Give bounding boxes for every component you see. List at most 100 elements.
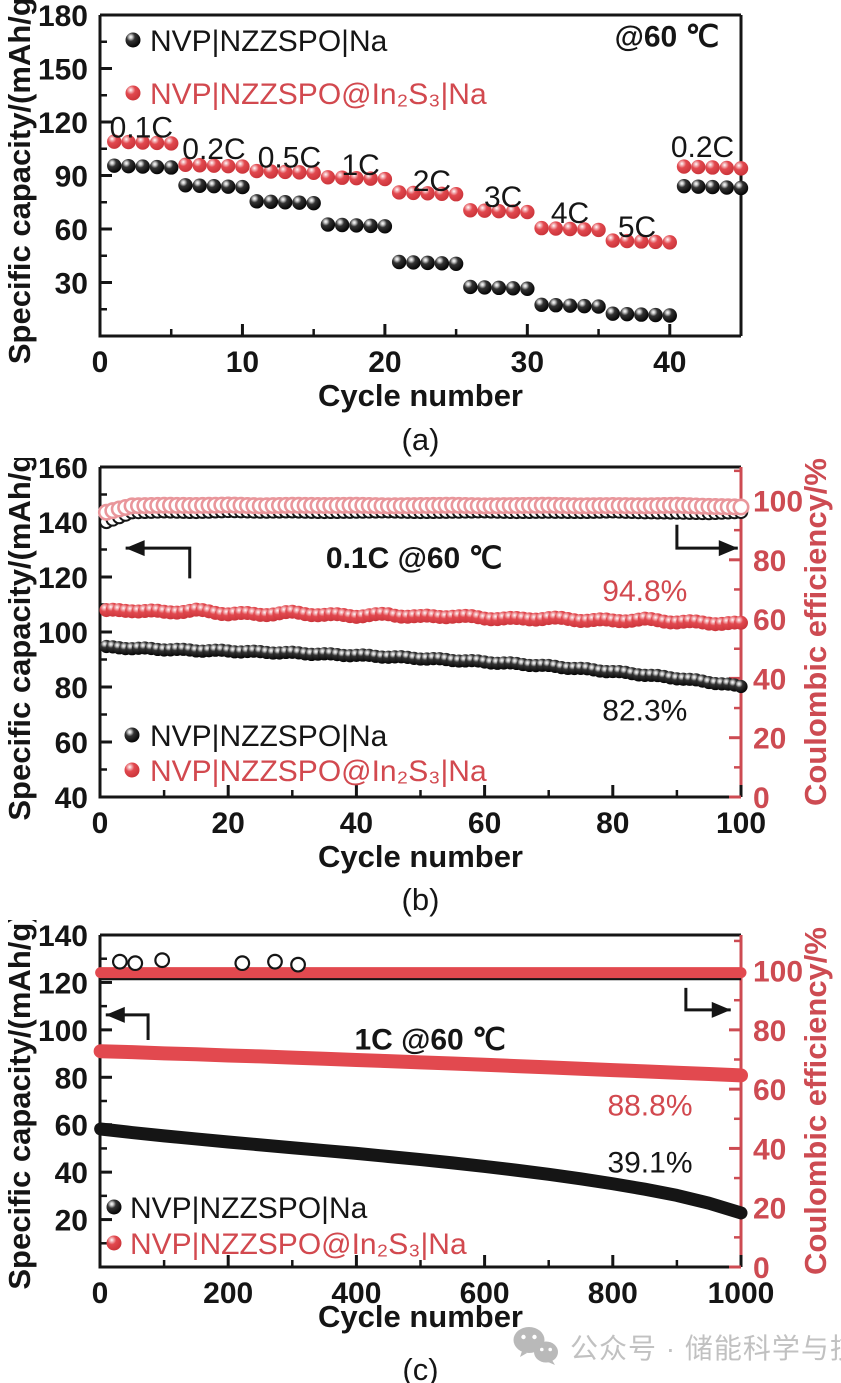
- y-axis-title: Specific capacity/(mAh/g): [2, 920, 37, 1290]
- x-tick-label: 0: [92, 807, 109, 840]
- rate-label: 0.5C: [258, 142, 321, 175]
- y2-tick-label: 20: [753, 1193, 786, 1226]
- panel-letter: (a): [402, 422, 440, 457]
- x-tick-label: 600: [460, 1277, 510, 1310]
- panel-c-cycling-1c: 0 200 400 600 800 1000 20 40 60 80 100 120 140 0 20 40 6…: [0, 912, 841, 1383]
- legend-label-red: NVP|NZZSPO@In₂S₃|Na: [150, 755, 487, 788]
- y-tick-label: 120: [38, 562, 88, 595]
- x-tick-label: 10: [226, 346, 259, 379]
- y-tick-label: 20: [55, 1205, 88, 1238]
- black-efficiency-outliers: [111, 952, 306, 973]
- panel-letter: (b): [402, 882, 440, 917]
- y-axis-title: Specific capacity/(mAh/g): [2, 0, 37, 364]
- chart-b-svg: 0 20 40 60 80 100 40 60 80 100 120 140 160 0 20 40 60 80 1…: [2, 443, 833, 917]
- x-tick-label: 1000: [708, 1277, 775, 1310]
- y-tick-label: 140: [38, 920, 88, 953]
- y2-tick-label: 100: [753, 956, 803, 989]
- y2-tick-label: 80: [753, 1015, 786, 1048]
- rate-label: 0.2C: [671, 131, 734, 164]
- y-tick-label: 80: [55, 1062, 88, 1095]
- legend-marker-black: [125, 32, 141, 48]
- y2-axis-title: Coulombic efficiency/%: [798, 927, 833, 1275]
- panel-a-rate-capability: 0 10 20 30 40 30 60 90 120 150 180 Specific capacit…: [0, 0, 841, 463]
- y-tick-label: 120: [38, 967, 88, 1000]
- x-tick-label: 40: [340, 807, 373, 840]
- panel-b-cycling-0p1c: 0 20 40 60 80 100 40 60 80 100 120 140 160 0 20 40 60 80 1…: [0, 443, 841, 925]
- legend-label-red: NVP|NZZSPO@In₂S₃|Na: [150, 78, 487, 111]
- y-tick-label: 140: [38, 507, 88, 540]
- wechat-icon: [513, 1327, 558, 1365]
- condition-annotation: 0.1C @60 ℃: [326, 542, 502, 575]
- x-tick-label: 0: [92, 346, 109, 379]
- y-tick-label: 150: [38, 54, 88, 87]
- rate-label: 4C: [551, 197, 589, 230]
- x-tick-label: 60: [468, 807, 501, 840]
- legend-marker-red: [124, 762, 140, 778]
- legend-marker-black: [124, 727, 140, 743]
- y-tick-label: 180: [38, 0, 88, 33]
- y-tick-label: 40: [55, 782, 88, 815]
- series-black-capacity: [107, 158, 749, 323]
- rate-label: 2C: [413, 165, 451, 198]
- condition-annotation: 1C @60 ℃: [354, 1023, 505, 1056]
- x-tick-label: 0: [92, 1277, 109, 1310]
- y-tick-label: 80: [55, 672, 88, 705]
- y-tick-label: 90: [55, 161, 88, 194]
- series-red-capacity: [99, 602, 748, 632]
- y-tick-label: 100: [38, 1015, 88, 1048]
- x-tick-label: 200: [203, 1277, 253, 1310]
- right-axis-arrow: [675, 524, 738, 557]
- y-tick-label: 120: [38, 107, 88, 140]
- y2-tick-label: 0: [753, 1252, 770, 1285]
- y-tick-label: 100: [38, 617, 88, 650]
- x-tick-label: 40: [653, 346, 686, 379]
- rate-label: 1C: [341, 149, 379, 182]
- legend-label-red: NVP|NZZSPO@In₂S₃|Na: [130, 1228, 467, 1261]
- series-black-capacity: [94, 1122, 748, 1220]
- rate-label: 0.2C: [182, 133, 245, 166]
- y2-tick-label: 40: [753, 1133, 786, 1166]
- panel-letter: (c): [402, 1352, 438, 1383]
- x-axis-title: Cycle number: [318, 1299, 523, 1334]
- legend-a: NVP|NZZSPO|Na NVP|NZZSPO@In₂S₃|Na: [125, 25, 487, 111]
- y-tick-label: 60: [55, 214, 88, 247]
- watermark: 公众号 · 储能科学与技术: [512, 1326, 841, 1368]
- axes-a: 0 10 20 30 40 30 60 90 120 150 180: [38, 0, 743, 379]
- retention-label-red: 88.8%: [607, 1090, 692, 1123]
- y2-tick-label: 100: [753, 486, 803, 519]
- x-tick-label: 20: [212, 807, 245, 840]
- legend-marker-red: [125, 85, 141, 101]
- series-red-capacity: [107, 134, 749, 250]
- y-tick-label: 60: [55, 1110, 88, 1143]
- x-axis-title: Cycle number: [318, 378, 523, 413]
- axes-b: 0 20 40 60 80 100 40 60 80 100 120 140 160 0 20 40 60 80 1…: [38, 452, 803, 840]
- legend-label-black: NVP|NZZSPO|Na: [150, 25, 388, 58]
- x-tick-label: 80: [596, 807, 629, 840]
- condition-annotation: @60 ℃: [615, 20, 720, 53]
- legend-label-black: NVP|NZZSPO|Na: [130, 1192, 368, 1225]
- retention-label-black: 82.3%: [602, 694, 687, 727]
- x-tick-label: 800: [588, 1277, 638, 1310]
- retention-label-red: 94.8%: [602, 575, 687, 608]
- y2-tick-label: 40: [753, 663, 786, 696]
- y2-tick-label: 0: [753, 782, 770, 815]
- x-tick-label: 20: [368, 346, 401, 379]
- y2-tick-label: 60: [753, 604, 786, 637]
- series-red-capacity: [93, 1044, 748, 1083]
- legend-marker-black: [106, 1199, 122, 1215]
- rate-label: 0.1C: [110, 111, 173, 144]
- y-tick-label: 30: [55, 268, 88, 301]
- left-axis-arrow: [105, 1006, 150, 1041]
- rate-label: 5C: [618, 211, 656, 244]
- y2-tick-label: 20: [753, 723, 786, 756]
- series-black-capacity: [99, 639, 748, 694]
- chart-c-svg: 0 200 400 600 800 1000 20 40 60 80 100 120 140 0 20 40 6…: [2, 912, 833, 1383]
- x-tick-label: 30: [511, 346, 544, 379]
- right-axis-arrow: [684, 987, 731, 1018]
- legend-label-black: NVP|NZZSPO|Na: [150, 720, 388, 753]
- series-red-efficiency: [97, 496, 750, 521]
- retention-label-black: 39.1%: [607, 1147, 692, 1180]
